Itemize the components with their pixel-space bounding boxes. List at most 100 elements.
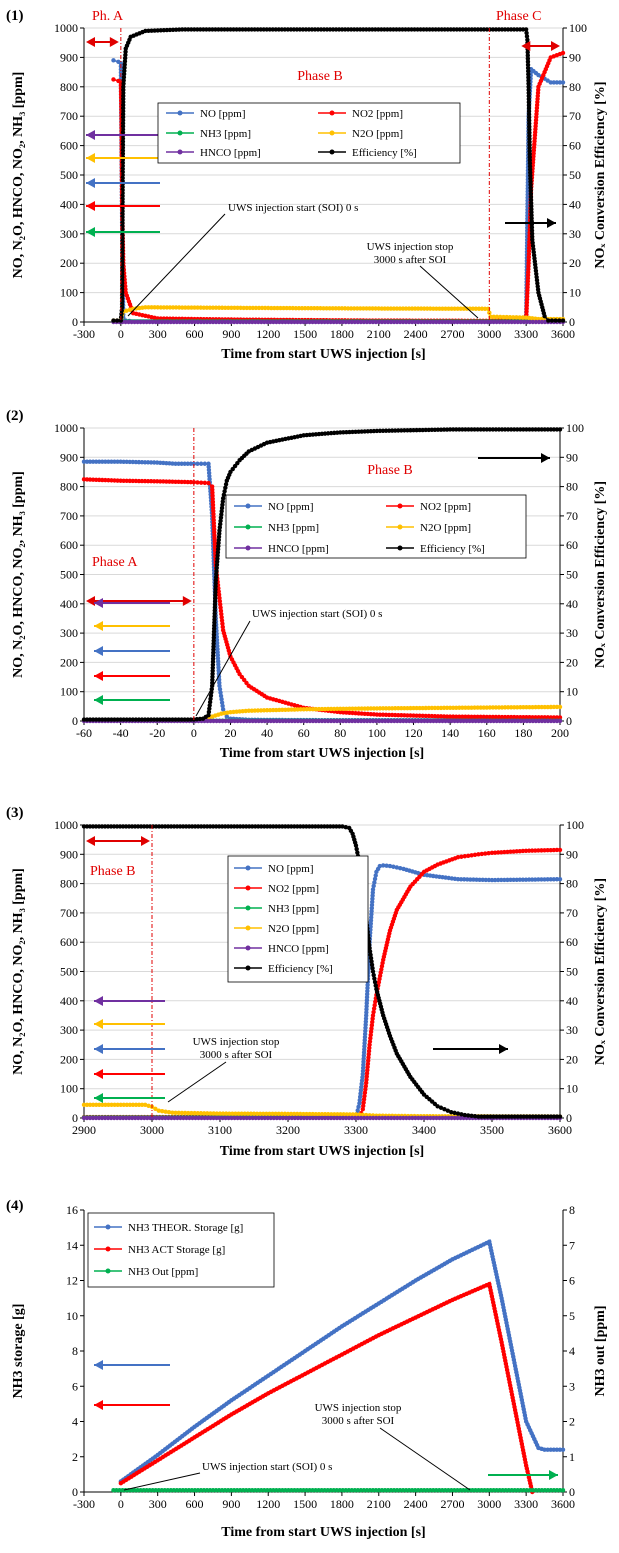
data-point-THEOR [561,1448,565,1452]
annotation-leader [128,214,225,316]
legend-entry: N2O [ppm] [268,923,319,935]
nh3-axis-arrow-head [94,1093,103,1103]
data-point-Efficiency [561,318,565,322]
y-tick-left: 400 [60,597,78,611]
legend-entry: NH3 Out [ppm] [128,1266,198,1278]
x-tick: -60 [76,726,92,740]
no-axis-arrow-head [94,1044,103,1054]
legend-marker [398,546,403,551]
annotation: 3000 s after SOI [322,1415,395,1427]
annotation-leader [380,1428,470,1490]
y-tick-left: 200 [60,1052,78,1066]
x-tick: 0 [191,726,197,740]
x-tick: 1200 [256,1497,280,1511]
phase-b-arrow-head-right [141,836,150,846]
x-tick: 1800 [330,1497,354,1511]
legend-marker [246,946,251,951]
y-tick-left: 300 [60,1023,78,1037]
phase-label: Phase B [90,864,136,879]
y-tick-left: 800 [60,80,78,94]
x-tick: 40 [261,726,273,740]
y-tick-left: 500 [60,168,78,182]
x-tick: 1200 [256,327,280,341]
legend-marker [398,525,403,530]
y-axis-label-right: NOₓ Conversion Efficiency [%] [593,878,608,1065]
y-tick-left: 600 [60,538,78,552]
y-tick-left: 2 [72,1450,78,1464]
theor-axis-arrow-head [94,1360,103,1370]
x-tick: 160 [478,726,496,740]
y-tick-left: 12 [66,1274,78,1288]
y-tick-right: 90 [566,847,578,861]
y-tick-right: 50 [566,965,578,979]
phase-label: Phase B [367,463,413,478]
y-tick-right: 80 [566,480,578,494]
series-line-NO2 [114,53,564,321]
annotation-leader [168,1062,226,1102]
phase-a-arrow-head-right [110,37,119,47]
legend-entry: NO [ppm] [268,501,314,513]
x-tick: 140 [441,726,459,740]
x-tick: 3600 [551,327,575,341]
x-tick: 3600 [548,1123,572,1137]
legend-marker [246,546,251,551]
legend-entry: N2O [ppm] [420,522,471,534]
no2-axis-arrow-head [94,1069,103,1079]
annotation: UWS injection start (SOI) 0 s [202,1461,332,1473]
data-point-HNCO [558,719,562,723]
phase-b-arrow [86,836,150,846]
phase-b-arrow-head-left [86,836,95,846]
x-tick: 20 [224,726,236,740]
legend-marker [178,150,183,155]
y-tick-left: 800 [60,877,78,891]
y-tick-left: 8 [72,1344,78,1358]
y-tick-left: 100 [60,685,78,699]
legend-entry: NH3 [ppm] [268,522,319,534]
y-tick-right: 70 [566,509,578,523]
no-axis-arrow-head [94,646,103,656]
y-tick-left: 14 [66,1238,78,1252]
x-axis-label: Time from start UWS injection [s] [220,746,424,761]
y-tick-right: 3 [569,1379,575,1393]
x-tick: -300 [73,327,95,341]
y-tick-left: 700 [60,509,78,523]
x-tick: 120 [405,726,423,740]
y-tick-left: 1000 [54,21,78,35]
x-tick: 2900 [72,1123,96,1137]
x-axis-label: Time from start UWS injection [s] [220,1144,424,1159]
y-tick-right: 40 [569,197,581,211]
y-tick-left: 10 [66,1309,78,1323]
chart-panel-2: 0100200300400500600700800900100001020304… [6,408,608,761]
y-tick-right: 40 [566,597,578,611]
y-tick-right: 2 [569,1415,575,1429]
efficiency-axis-arrow-head [547,218,556,228]
y-tick-left: 600 [60,139,78,153]
nh3-axis-arrow [94,1093,165,1103]
legend-entry: Efficiency [%] [268,963,333,975]
y-tick-right: 100 [566,818,584,832]
y-tick-left: 1000 [54,818,78,832]
y-axis-label-left: NO, N₂O, HNCO, NO₂, NH₃ [ppm] [11,868,26,1075]
nh3out-axis-arrow [488,1470,558,1480]
y-tick-right: 100 [569,21,587,35]
series-HNCO [111,320,565,324]
x-tick: 3300 [514,1497,538,1511]
y-tick-right: 90 [569,50,581,64]
legend-entry: Efficiency [%] [352,147,417,159]
chart-panel-3: 0100200300400500600700800900100001020304… [6,805,608,1159]
x-axis-label: Time from start UWS injection [s] [221,1525,425,1540]
legend-marker [178,131,183,136]
x-tick: 2100 [367,1497,391,1511]
phase-a-arrow-head-left [86,596,95,606]
annotation: 3000 s after SOI [374,254,447,266]
n2o-axis-arrow-head [94,621,103,631]
y-axis-label-right: NOₓ Conversion Efficiency [%] [593,81,608,268]
n2o-axis-arrow-head [86,153,95,163]
series-NH3out [111,1488,565,1492]
x-tick: 1800 [330,327,354,341]
efficiency-axis-arrow [478,453,550,463]
y-tick-left: 6 [72,1379,78,1393]
legend-marker [246,525,251,530]
y-tick-right: 50 [569,168,581,182]
